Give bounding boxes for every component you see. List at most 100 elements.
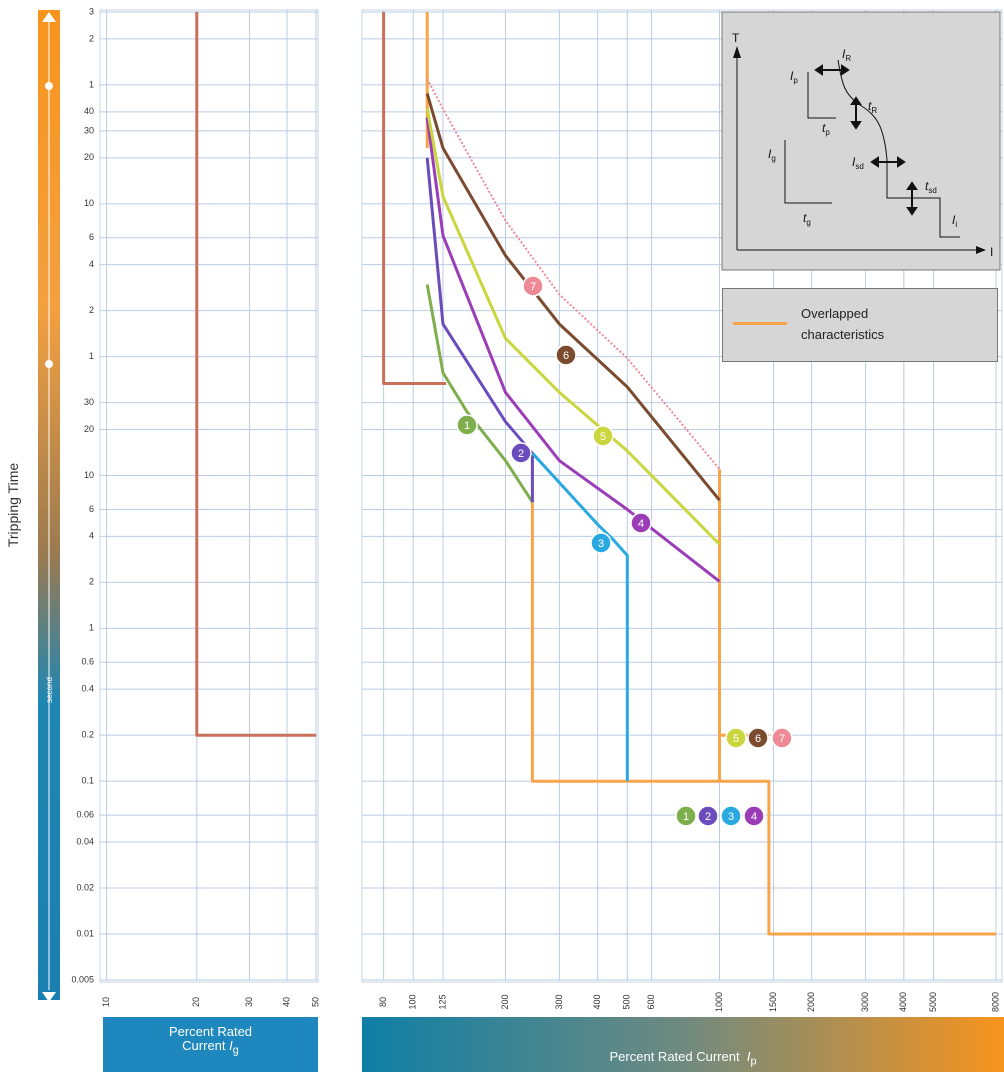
x-tick-label: 50 [310,997,320,1007]
curve [426,78,721,470]
y-tick-label: 6 [89,232,94,242]
x-tick-label: 8000 [990,992,1000,1012]
inset-axis-label: T [732,31,740,45]
inset-box [721,11,1001,271]
curve-badge-label: 7 [530,281,536,293]
x-axis-title-box: Percent Rated Current Ip [362,1017,1004,1072]
curve-badge-label: 5 [733,733,739,745]
y-tick-label: 30 [84,125,94,135]
inset-label-main: t [822,121,826,135]
curve [425,108,721,546]
x-tick-label: 1000 [714,992,724,1012]
axis-dot [45,82,53,90]
y-tick-label: 10 [84,470,94,480]
y-tick-label: 0.6 [81,657,94,667]
axis-arrow [42,992,56,1002]
curve [425,157,534,503]
curve-badge [456,414,478,436]
inset-arrow [870,156,879,168]
curve-badge-label: 3 [598,538,604,550]
inset-label: Ii [952,213,957,229]
y-tick-label: 0.04 [76,836,94,846]
curve-badge-label: 6 [755,733,761,745]
y-tick-label: 0.005 [71,974,94,984]
curve [195,12,316,737]
inset-label: tg [803,211,811,227]
inset-label: tsd [925,179,937,195]
inset-curve [784,140,832,204]
curve-badge [630,512,652,534]
inset-label-main: t [925,179,929,193]
y-tick-label: 0.2 [81,730,94,740]
x-axis-symbol-sub: g [232,1044,239,1057]
x-tick-label: 200 [500,994,510,1009]
y-tick-label: 1 [89,79,94,89]
inset-label: IR [842,47,851,63]
x-tick-label: 1500 [768,992,778,1012]
panel-left [99,9,319,983]
y-tick-label: 4 [89,259,94,269]
x-tick-label: 80 [378,997,388,1007]
curve-badge [675,805,697,827]
curve-badge-label: 2 [705,811,711,823]
y-tick-label: 0.1 [81,776,94,786]
x-tick-label: 3000 [860,992,870,1012]
inset-curve [807,72,836,119]
curve-badge-label: 3 [728,811,734,823]
legend: Overlapped characteristics [722,288,998,362]
inset-arrow [850,121,862,130]
y-tick-label: 1 [89,623,94,633]
y-axis-title: Tripping Time [5,463,21,548]
x-tick-label: 4000 [898,992,908,1012]
inset-arrow [850,96,862,105]
inset-label-sub: g [771,154,775,163]
inset-label: Ip [790,69,798,85]
x-axis-symbol-sub: p [750,1055,757,1068]
legend-label: Overlapped characteristics [801,306,885,342]
y-tick-label: 30 [84,397,94,407]
curve-badge [522,275,544,297]
curve-badge-label: 2 [518,448,524,460]
y-tick-label: 0.4 [81,684,94,694]
inset-arrow [906,181,918,190]
y-tick-label: 4 [89,531,94,541]
inset-label-sub: sd [855,162,863,171]
y-tick-label: 0.06 [76,809,94,819]
x-axis-symbol: I [746,1049,751,1064]
inset-label-sub: i [955,220,957,229]
x-axis-title-box: Percent Rated Current Ig [103,1017,318,1072]
curve-badge [697,805,719,827]
inset-label: Ig [768,147,776,163]
curve-badge-label: 7 [779,733,785,745]
curve-badge-label: 1 [464,420,470,432]
curve [531,452,629,782]
x-axis-title: Percent Rated Current [609,1049,740,1064]
y-unit: second [45,677,54,703]
axis-dot [45,360,53,368]
y-tick-label: 0.01 [76,928,94,938]
legend-swatch [733,322,787,325]
y-tick-label: 10 [84,198,94,208]
x-tick-label: 400 [592,994,602,1009]
inset-arrow [897,156,906,168]
curve [425,284,534,503]
x-tick-label: 10 [101,997,111,1007]
inset-arrow [733,46,741,58]
inset-label-sub: sd [928,186,936,195]
curve-badge-label: 4 [638,518,644,530]
x-tick-label: 500 [622,994,632,1009]
x-tick-label: 125 [437,994,447,1009]
curve-badge-label: 6 [563,350,569,362]
inset-label-main: I [952,213,956,227]
x-tick-label: 300 [554,994,564,1009]
inset-axis-label: I [990,245,993,259]
x-tick-label: 40 [281,997,291,1007]
x-axis-title: Percent Rated Current [168,1024,253,1053]
y-tick-label: 20 [84,152,94,162]
curve-badge-label: 4 [751,811,757,823]
curve [382,12,447,385]
inset-label: Isd [852,155,864,171]
inset-arrow [841,64,850,76]
